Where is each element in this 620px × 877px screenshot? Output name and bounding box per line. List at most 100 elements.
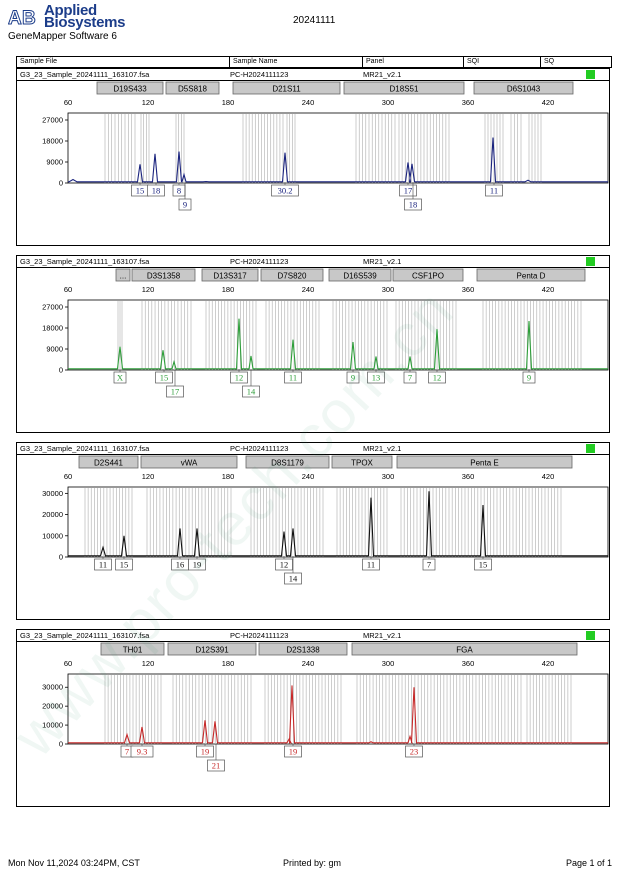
allele-call-text: 21 bbox=[212, 761, 221, 771]
y-tick-label: 20000 bbox=[42, 510, 63, 519]
allele-call-box bbox=[94, 558, 112, 571]
locus-label: D8S1179 bbox=[271, 459, 304, 468]
column-sqi: SQI bbox=[463, 57, 540, 67]
sample-name: PC-H2024111123 bbox=[230, 444, 289, 453]
locus-label: Penta E bbox=[470, 459, 498, 468]
allele-call-label: 16 bbox=[171, 557, 189, 571]
page-number: Page 1 of 1 bbox=[566, 858, 613, 868]
x-tick-label: 300 bbox=[382, 98, 395, 107]
locus-marker: D2S1338 bbox=[258, 642, 348, 656]
plot-frame bbox=[67, 299, 609, 371]
locus-box bbox=[392, 268, 464, 282]
allele-call-label: 15 bbox=[131, 183, 149, 197]
allele-call-box bbox=[405, 745, 423, 758]
x-tick-label: 120 bbox=[142, 285, 155, 294]
allele-call-label: 15 bbox=[115, 557, 133, 571]
allele-call-text: 17 bbox=[171, 387, 180, 397]
allele-call-label: 19 bbox=[188, 557, 206, 571]
panel-name: MR21_v2.1 bbox=[363, 444, 402, 453]
allele-call-label: 14 bbox=[284, 557, 302, 585]
y-tick-label: 0 bbox=[59, 740, 63, 749]
locus-box bbox=[396, 455, 573, 469]
allele-call-label: 11 bbox=[485, 183, 503, 197]
locus-marker: ... bbox=[115, 268, 131, 282]
y-tick-label: 9000 bbox=[46, 345, 63, 354]
locus-label: D3S1358 bbox=[147, 272, 181, 281]
allele-call-label: 12 bbox=[428, 370, 446, 384]
allele-call-text: 7 bbox=[408, 373, 412, 383]
allele-call-label: 11 bbox=[94, 557, 112, 571]
y-tick-label: 10000 bbox=[42, 721, 63, 730]
locus-label: D6S1043 bbox=[507, 85, 541, 94]
allele-call-box bbox=[367, 371, 385, 384]
locus-marker: D8S1179 bbox=[245, 455, 330, 469]
allele-call-text: 11 bbox=[99, 560, 107, 570]
allele-call-text: 11 bbox=[490, 186, 498, 196]
sq-status-indicator bbox=[586, 444, 595, 453]
locus-box bbox=[131, 268, 196, 282]
locus-label: D19S433 bbox=[113, 85, 147, 94]
locus-marker: D12S391 bbox=[167, 642, 257, 656]
locus-box bbox=[343, 81, 465, 95]
allele-call-text: 9.3 bbox=[137, 747, 148, 757]
allele-call-label: 9 bbox=[522, 370, 536, 384]
locus-marker: Penta E bbox=[396, 455, 573, 469]
allele-call-box bbox=[485, 184, 503, 197]
allele-call-label: 17 bbox=[166, 370, 184, 398]
allele-call-label: 18 bbox=[147, 183, 165, 197]
allele-call-text: 19 bbox=[201, 747, 210, 757]
allele-call-text: 18 bbox=[152, 186, 161, 196]
allele-call-label: 12 bbox=[230, 370, 248, 384]
locus-label: D13S317 bbox=[213, 272, 247, 281]
locus-marker: TH01 bbox=[100, 642, 165, 656]
allele-call-label: 11 bbox=[362, 557, 380, 571]
locus-marker: D5S818 bbox=[165, 81, 220, 95]
x-tick-label: 240 bbox=[302, 472, 315, 481]
x-tick-label: 180 bbox=[222, 98, 235, 107]
allele-call-text: 8 bbox=[177, 186, 181, 196]
locus-box bbox=[232, 81, 341, 95]
locus-label: Penta D bbox=[517, 272, 546, 281]
y-tick-label: 0 bbox=[59, 179, 63, 188]
sample-file-name: G3_23_Sample_20241111_163107.fsa bbox=[20, 257, 150, 266]
allele-call-box bbox=[284, 572, 302, 585]
column-sq: SQ bbox=[540, 57, 611, 67]
y-tick-label: 20000 bbox=[42, 702, 63, 711]
allele-call-box bbox=[346, 371, 360, 384]
printed-by: Printed by: gm bbox=[283, 858, 342, 868]
electropherogram-plot: D2S441 vWA D8S1179 TPOX Penta E60 120 180 240 30… bbox=[42, 455, 609, 585]
software-name: GeneMapper Software 6 bbox=[8, 31, 117, 42]
allele-call-text: 19 bbox=[193, 560, 202, 570]
x-tick-label: 420 bbox=[542, 98, 555, 107]
panel-name: MR21_v2.1 bbox=[363, 631, 402, 640]
allele-call-box bbox=[404, 198, 422, 211]
x-tick-label: 420 bbox=[542, 659, 555, 668]
locus-marker: D7S820 bbox=[260, 268, 324, 282]
x-tick-label: 420 bbox=[542, 285, 555, 294]
locus-marker: D2S441 bbox=[78, 455, 139, 469]
locus-marker: D13S317 bbox=[201, 268, 259, 282]
allele-call-text: 15 bbox=[120, 560, 129, 570]
x-tick-label: 60 bbox=[64, 659, 72, 668]
locus-box bbox=[328, 268, 392, 282]
allele-call-text: 7 bbox=[125, 747, 129, 757]
allele-call-text: 15 bbox=[136, 186, 145, 196]
allele-call-box bbox=[207, 759, 225, 772]
allele-call-box bbox=[242, 385, 260, 398]
sample-name: PC-H2024111123 bbox=[230, 631, 289, 640]
locus-marker: Penta D bbox=[476, 268, 586, 282]
locus-label: D21S11 bbox=[272, 85, 301, 94]
locus-marker: D21S11 bbox=[232, 81, 341, 95]
allele-call-label: 19 bbox=[196, 744, 214, 758]
brand-name-line2: Biosystems bbox=[44, 14, 126, 31]
locus-box bbox=[331, 455, 393, 469]
x-tick-label: 300 bbox=[382, 285, 395, 294]
x-tick-label: 60 bbox=[64, 472, 72, 481]
allele-call-text: 15 bbox=[479, 560, 488, 570]
allele-call-label: 15 bbox=[474, 557, 492, 571]
allele-call-text: 23 bbox=[410, 747, 419, 757]
allele-call-text: 9 bbox=[351, 373, 355, 383]
allele-call-label: 9.3 bbox=[130, 744, 154, 758]
allele-call-text: 30.2 bbox=[278, 186, 293, 196]
